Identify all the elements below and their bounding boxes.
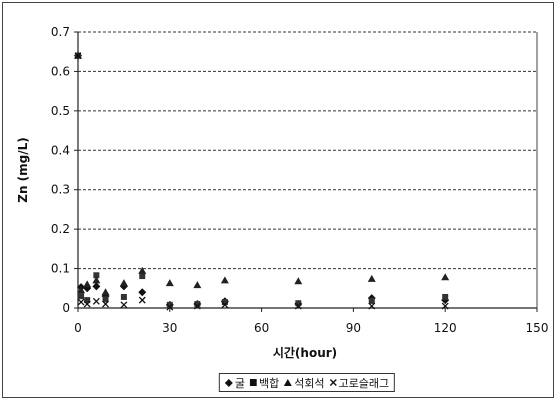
series-1-point-7 [166,301,173,308]
series-2-point-5 [119,279,128,287]
diamond-icon [224,378,233,387]
series-3-point-3 [92,297,100,305]
series-1-point-4 [102,296,109,303]
series-3-point-2-stroke-b [83,300,91,308]
x-tick-label-3: 90 [346,321,361,335]
data-points [74,51,450,311]
series-2-point-1 [77,286,86,294]
y-tick-label-1: 0.1 [51,262,70,276]
series-0-point-3 [92,282,101,291]
series-1-point-3 [93,272,100,279]
series-0 [74,51,450,309]
x-tick-label-5: 150 [526,321,549,335]
y-tick-label-4: 0.4 [51,143,70,157]
series-3-point-6-stroke-b [138,296,146,304]
diamond-shape [224,378,233,387]
series-1-point-10 [295,300,302,307]
legend-label: 고로슬래그 [338,376,390,390]
series-3-point-6 [138,296,146,304]
triangle-icon [284,379,293,386]
series-3-point-10 [294,302,302,310]
series-3-point-9 [221,301,229,309]
series-2-point-2 [83,280,92,288]
x-tick-label-2: 60 [254,321,269,335]
series-2-point-8 [193,281,202,289]
triangle-shape [284,379,293,386]
series-0-point-6 [138,288,147,297]
series-2-point-6 [138,266,147,274]
series-1-point-5 [120,293,127,300]
series-3-point-4 [102,300,109,308]
series-3-point-8-stroke-b [193,302,201,310]
series-2-point-9 [220,276,229,284]
x-axis-title: 시간(hour) [273,345,337,360]
legend-item-series-0: 굴 [224,375,245,391]
series-1-point-1 [78,293,85,300]
series-3-point-5-stroke-b [120,301,128,309]
series-3-point-3-stroke-b [92,297,100,305]
series-3-point-12-stroke-b [441,302,449,310]
series-2 [74,51,450,296]
series-2-point-11 [367,274,376,282]
series-3-point-11-stroke-b [368,302,376,310]
series-2-point-4 [101,288,110,296]
series-3-point-12 [441,302,449,310]
series-3-point-0 [74,52,82,60]
series-3-point-10-stroke-b [294,302,302,310]
series-2-point-10 [294,277,303,285]
series-2-point-12 [441,273,450,281]
chart-frame [2,2,554,398]
x-mark-icon [329,379,337,386]
y-tick-label-5: 0.5 [51,104,70,118]
y-tick-label-6: 0.6 [51,64,70,78]
legend-label: 백합 [258,376,280,390]
x-stroke [329,379,337,386]
x-tick-label-1: 30 [162,321,177,335]
series-1-point-11 [368,297,375,304]
square-icon [249,379,257,386]
series-3-point-4-stroke-b [102,300,109,308]
legend-item-series-3: 고로슬래그 [329,375,390,391]
series-1-point-9 [221,299,228,306]
series-3-point-8 [193,302,201,310]
series-1-point-12 [442,293,449,300]
x-tick-labels: 0 30 60 90 120 150 [74,321,548,335]
x-tick-label-0: 0 [74,321,82,335]
y-tick-labels: 0 0.1 0.2 0.3 0.4 0.5 0.6 0.7 [51,25,70,315]
gridlines [78,31,537,270]
y-tick-label-2: 0.2 [51,222,70,236]
series-3-point-7-stroke-b [166,303,174,311]
series-1-point-2 [84,297,91,304]
axes [74,31,538,312]
legend-item-series-1: 백합 [249,375,280,391]
series-3-point-0-stroke-b [74,52,82,60]
y-axis-title: Zn (mg/L) [16,137,30,203]
legend-item-series-2: 석회석 [284,375,325,391]
legend: 굴 백합 석회석 고로슬래그 [218,373,396,392]
x-tick-label-4: 120 [434,321,457,335]
series-1 [75,52,449,308]
legend-label: 석회석 [294,376,325,390]
series-2-point-7 [165,279,174,287]
y-tick-label-7: 0.7 [51,25,70,39]
series-1-point-8 [194,301,201,308]
series-3 [74,52,449,311]
series-3-point-11 [368,302,376,310]
series-3-point-2 [83,300,91,308]
square-shape [249,379,257,386]
series-3-point-7 [166,303,174,311]
series-3-point-1-stroke-b [77,298,85,306]
series-2-point-3 [92,276,101,284]
y-tick-label-3: 0.3 [51,183,70,197]
series-1-point-6 [139,273,146,280]
series-3-point-5 [120,301,128,309]
y-tick-label-0: 0 [62,301,70,315]
legend-label: 굴 [234,376,245,390]
series-3-point-1 [77,298,85,306]
series-3-point-9-stroke-b [221,301,229,309]
